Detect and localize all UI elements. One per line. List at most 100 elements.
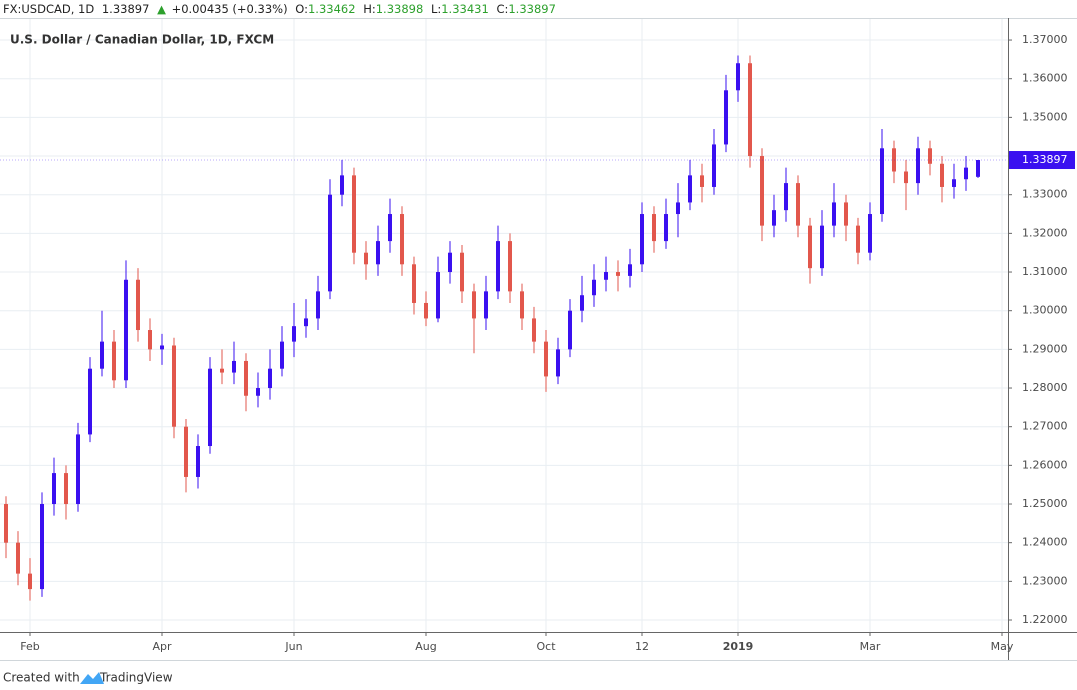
candle-body bbox=[652, 214, 656, 242]
candle-body bbox=[976, 160, 980, 177]
plot bbox=[0, 18, 1008, 632]
candle-body bbox=[592, 279, 596, 296]
candle-body bbox=[712, 144, 716, 187]
candle-body bbox=[688, 175, 692, 203]
candle-body bbox=[76, 434, 80, 505]
candle-body bbox=[796, 183, 800, 226]
last-price: 1.33897 bbox=[102, 2, 150, 16]
candle-body bbox=[400, 214, 404, 265]
candle-body bbox=[520, 291, 524, 319]
ohlc-value: 1.33431 bbox=[441, 2, 489, 16]
candle-body bbox=[616, 272, 620, 276]
candle-body bbox=[316, 291, 320, 319]
candle-body bbox=[472, 291, 476, 319]
symbol: FX:USDCAD, 1D bbox=[3, 2, 94, 16]
candle-body bbox=[208, 368, 212, 447]
candle-body bbox=[424, 302, 428, 319]
candle-body bbox=[460, 252, 464, 292]
y-tick-label: 1.24000 bbox=[1022, 536, 1068, 549]
y-tick-label: 1.32000 bbox=[1022, 226, 1068, 239]
candle-body bbox=[244, 360, 248, 396]
x-tick-label: Jun bbox=[284, 640, 302, 653]
candle-body bbox=[484, 291, 488, 319]
candle-body bbox=[124, 279, 128, 381]
candle-body bbox=[160, 345, 164, 350]
candle-body bbox=[304, 318, 308, 327]
candle-body bbox=[940, 163, 944, 187]
footer-brand[interactable]: TradingView bbox=[99, 671, 173, 685]
candle-body bbox=[28, 573, 32, 590]
candle-body bbox=[568, 310, 572, 350]
candle-body bbox=[292, 326, 296, 342]
candle-body bbox=[280, 341, 284, 369]
candle-body bbox=[676, 202, 680, 215]
candle-body bbox=[196, 446, 200, 477]
candle-body bbox=[364, 252, 368, 265]
candle-body bbox=[844, 202, 848, 226]
candle-body bbox=[40, 504, 44, 590]
ohlc-label: H: bbox=[363, 2, 376, 16]
x-tick-label: Mar bbox=[860, 640, 881, 653]
candle-body bbox=[448, 252, 452, 273]
x-tick-label: 2019 bbox=[723, 640, 754, 653]
candle-body bbox=[580, 295, 584, 311]
candle-body bbox=[220, 368, 224, 373]
x-tick-label: Apr bbox=[152, 640, 172, 653]
ohlc-label: L: bbox=[431, 2, 441, 16]
candle-body bbox=[148, 330, 152, 350]
y-tick-label: 1.22000 bbox=[1022, 613, 1068, 626]
header: FX:USDCAD, 1D 1.33897 ▲ +0.00435 (+0.33%… bbox=[3, 2, 556, 16]
y-tick-label: 1.26000 bbox=[1022, 458, 1068, 471]
footer-text: Created with bbox=[3, 671, 80, 685]
x-tick-label: 12 bbox=[635, 640, 649, 653]
candle-body bbox=[328, 194, 332, 292]
y-tick-label: 1.33000 bbox=[1022, 188, 1068, 201]
chart-title: U.S. Dollar / Canadian Dollar, 1D, FXCM bbox=[10, 33, 274, 47]
y-tick-label: 1.36000 bbox=[1022, 72, 1068, 85]
ohlc-value: 1.33897 bbox=[508, 2, 556, 16]
candle-body bbox=[784, 183, 788, 211]
candle-body bbox=[724, 90, 728, 145]
ohlc-label: C: bbox=[496, 2, 508, 16]
y-tick-label: 1.25000 bbox=[1022, 497, 1068, 510]
candle-body bbox=[964, 167, 968, 180]
candle-body bbox=[232, 360, 236, 373]
candle-body bbox=[352, 175, 356, 253]
candle-body bbox=[700, 175, 704, 187]
ohlc-value: 1.33898 bbox=[376, 2, 424, 16]
candle-body bbox=[772, 210, 776, 226]
candle-body bbox=[112, 341, 116, 381]
y-tick-label: 1.37000 bbox=[1022, 33, 1068, 46]
logo bbox=[80, 672, 104, 684]
candle-body bbox=[376, 241, 380, 265]
y-tick-label: 1.27000 bbox=[1022, 420, 1068, 433]
candle-body bbox=[496, 241, 500, 292]
candle-body bbox=[532, 318, 536, 342]
ohlc-label: O: bbox=[295, 2, 308, 16]
candle-body bbox=[16, 542, 20, 574]
candle-body bbox=[760, 156, 764, 226]
candle-body bbox=[736, 63, 740, 91]
candle-body bbox=[556, 349, 560, 377]
candle-body bbox=[136, 279, 140, 331]
candle-body bbox=[664, 214, 668, 242]
candle-body bbox=[52, 473, 56, 505]
candle-body bbox=[184, 426, 188, 477]
y-tick-label: 1.35000 bbox=[1022, 110, 1068, 123]
candle-body bbox=[856, 225, 860, 253]
candle-body bbox=[436, 272, 440, 319]
ohlc-value: 1.33462 bbox=[308, 2, 356, 16]
candle-body bbox=[100, 341, 104, 369]
candle-body bbox=[904, 171, 908, 184]
candle-body bbox=[268, 368, 272, 389]
candle-body bbox=[952, 179, 956, 187]
candle-body bbox=[4, 504, 8, 543]
candle-body bbox=[820, 225, 824, 269]
y-tick-label: 1.28000 bbox=[1022, 381, 1068, 394]
candle-body bbox=[172, 345, 176, 427]
x-tick-label: Feb bbox=[20, 640, 39, 653]
arrow: ▲ bbox=[157, 2, 166, 16]
candle-body bbox=[748, 63, 752, 157]
